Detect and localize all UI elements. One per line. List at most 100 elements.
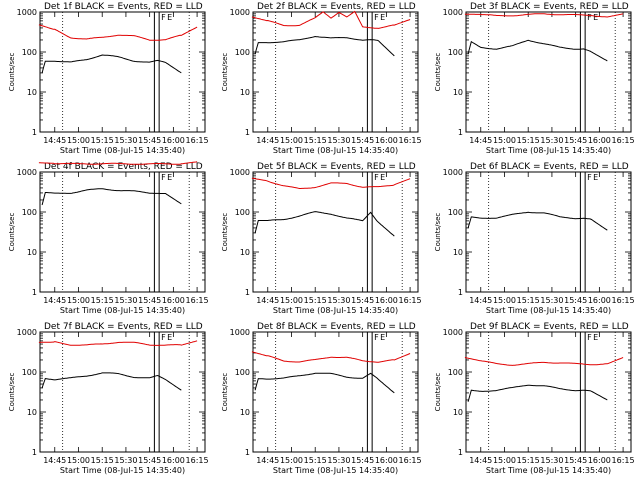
y-axis-label: Counts/sec [434, 373, 442, 412]
y-tick-label: 100 [448, 208, 463, 217]
x-tick-label: 15:15 [304, 296, 327, 305]
flag-label: E [167, 13, 172, 22]
x-tick-label: 15:45 [564, 456, 587, 465]
x-tick-label: 16:15 [612, 456, 635, 465]
x-tick-label: 15:15 [517, 456, 540, 465]
x-tick-label: 15:00 [67, 136, 90, 145]
x-axis-label: Start Time (08-Jul-15 14:35:40) [273, 306, 398, 315]
y-tick-label: 1 [458, 288, 463, 297]
x-tick-label: 14:45 [469, 456, 492, 465]
plot-frame [39, 171, 206, 293]
x-tick-label: 15:00 [280, 456, 303, 465]
x-tick-label: 16:00 [375, 136, 398, 145]
x-tick-label: 15:00 [493, 296, 516, 305]
x-tick-label: 15:00 [67, 456, 90, 465]
x-tick-label: 14:45 [256, 456, 279, 465]
x-tick-label: 14:45 [469, 296, 492, 305]
y-tick-label: 100 [235, 48, 250, 57]
lld-series-line [38, 161, 198, 165]
x-axis-label: Start Time (08-Jul-15 14:35:40) [486, 306, 611, 315]
flag-label: E [380, 13, 385, 22]
y-tick-label: 10 [240, 408, 250, 417]
y-tick-label: 10 [240, 248, 250, 257]
flag-label: E [593, 333, 598, 342]
panel-3: Det 3f BLACK = Events, RED = LLD 1 10 100 10… [434, 2, 635, 155]
plot-frame [39, 331, 206, 453]
panel-5: Det 5f BLACK = Events, RED = LLD 1 10 100 10… [221, 162, 422, 315]
y-tick-label: 1000 [443, 8, 463, 17]
y-tick-label: 100 [22, 48, 37, 57]
panel-8: Det 8f BLACK = Events, RED = LLD 1 10 100 10… [221, 322, 422, 475]
y-tick-label: 100 [22, 368, 37, 377]
x-tick-label: 15:30 [540, 456, 563, 465]
x-tick-label: 16:00 [162, 296, 185, 305]
y-tick-label: 1000 [17, 8, 37, 17]
y-axis-label: Counts/sec [8, 213, 16, 252]
y-tick-label: 1 [458, 448, 463, 457]
x-tick-label: 14:45 [256, 296, 279, 305]
y-axis-label: Counts/sec [221, 213, 229, 252]
x-tick-label: 16:00 [375, 296, 398, 305]
x-axis-label: Start Time (08-Jul-15 14:35:40) [486, 466, 611, 475]
x-tick-label: 15:00 [280, 136, 303, 145]
y-tick-label: 10 [453, 88, 463, 97]
x-tick-label: 15:45 [351, 136, 374, 145]
x-tick-label: 15:30 [327, 296, 350, 305]
x-axis-label: Start Time (08-Jul-15 14:35:40) [60, 306, 185, 315]
x-axis-label: Start Time (08-Jul-15 14:35:40) [273, 146, 398, 155]
y-tick-label: 1000 [17, 168, 37, 177]
x-tick-label: 15:30 [327, 456, 350, 465]
flag-label: E [593, 173, 598, 182]
plot-frame [465, 171, 632, 293]
x-tick-label: 14:45 [43, 296, 66, 305]
y-tick-label: 1000 [443, 168, 463, 177]
flag-label: F [161, 333, 166, 342]
panel-7: Det 7f BLACK = Events, RED = LLD 1 10 100 10… [8, 322, 209, 475]
y-axis-label: Counts/sec [434, 213, 442, 252]
y-tick-label: 1 [32, 448, 37, 457]
x-tick-label: 15:15 [517, 136, 540, 145]
x-tick-label: 16:15 [186, 456, 209, 465]
y-tick-label: 10 [27, 88, 37, 97]
panel-title: Det 2f BLACK = Events, RED = LLD [257, 2, 416, 12]
x-tick-label: 15:00 [493, 136, 516, 145]
y-tick-label: 1000 [17, 328, 37, 337]
x-tick-label: 16:00 [375, 456, 398, 465]
lld-series-line [38, 24, 198, 41]
x-tick-label: 15:15 [304, 456, 327, 465]
y-tick-label: 1000 [230, 8, 250, 17]
flag-label: F [587, 13, 592, 22]
y-tick-label: 1000 [230, 328, 250, 337]
y-tick-label: 100 [448, 48, 463, 57]
panel-title: Det 6f BLACK = Events, RED = LLD [470, 162, 629, 172]
y-axis-label: Counts/sec [221, 373, 229, 412]
plot-frame [465, 11, 632, 133]
x-tick-label: 16:00 [588, 296, 611, 305]
lld-series-line [251, 351, 411, 363]
panel-title: Det 5f BLACK = Events, RED = LLD [257, 162, 416, 172]
x-tick-label: 16:15 [612, 136, 635, 145]
x-axis-label: Start Time (08-Jul-15 14:35:40) [486, 146, 611, 155]
x-tick-label: 15:15 [91, 136, 114, 145]
x-tick-label: 15:30 [114, 296, 137, 305]
y-tick-label: 100 [235, 368, 250, 377]
x-axis-label: Start Time (08-Jul-15 14:35:40) [60, 146, 185, 155]
x-tick-label: 15:00 [493, 456, 516, 465]
panel-9: Det 9f BLACK = Events, RED = LLD 1 10 100 10… [434, 322, 635, 475]
flag-label: F [587, 173, 592, 182]
events-series-line [467, 211, 608, 231]
panel-4: Det 4f BLACK = Events, RED = LLD 1 10 100 10… [8, 161, 209, 315]
plot-frame [252, 11, 419, 133]
y-tick-label: 10 [453, 408, 463, 417]
y-tick-label: 100 [448, 368, 463, 377]
x-tick-label: 15:45 [564, 136, 587, 145]
events-series-line [254, 35, 395, 57]
flag-label: E [167, 173, 172, 182]
flag-label: F [587, 333, 592, 342]
x-axis-label: Start Time (08-Jul-15 14:35:40) [273, 466, 398, 475]
panel-6: Det 6f BLACK = Events, RED = LLD 1 10 100 10… [434, 162, 635, 315]
events-series-line [467, 39, 608, 62]
x-tick-label: 15:00 [67, 296, 90, 305]
events-series-line [41, 54, 182, 74]
